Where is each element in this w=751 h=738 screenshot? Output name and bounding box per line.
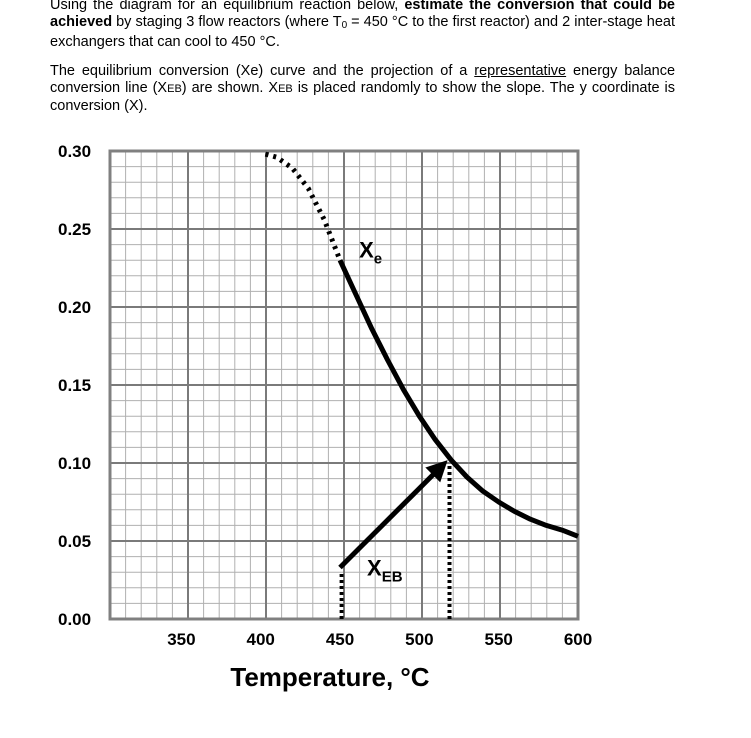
problem-text: by staging 3 flow reactors (where T [112, 14, 342, 30]
small-caps-text: EB [278, 83, 293, 95]
annotations: Xe XEB [359, 237, 403, 585]
chart-description: The equilibrium conversion (Xe) curve an… [50, 63, 675, 115]
x-tick-label: 500 [405, 630, 433, 649]
series-line-xe [337, 259, 579, 539]
x-tick-label: 400 [247, 630, 275, 649]
y-tick-label: 0.15 [58, 376, 91, 395]
series-annotation-label: XEB [367, 556, 403, 586]
series-line-xe-extrapolated [264, 151, 343, 262]
underlined-text: representative [474, 63, 567, 79]
y-tick-label: 0.10 [58, 454, 91, 473]
x-tick-labels: 350 400 450 500 550 600 [167, 630, 592, 649]
description-text: energy balance conversion line (X [50, 63, 676, 96]
x-tick-label: 600 [564, 630, 592, 649]
small-caps-text: EB [167, 83, 182, 95]
problem-statement: Using the diagram for an equilibrium rea… [50, 0, 675, 51]
y-tick-label: 0.05 [58, 532, 91, 551]
y-tick-labels: 0.00 0.05 0.10 0.15 0.20 0.25 0.30 [58, 142, 91, 629]
plot-frame [108, 149, 580, 621]
problem-text: = 450 °C to the first reactor) and 2 int… [50, 14, 676, 50]
x-axis-label: Temperature, °C [230, 662, 429, 692]
problem-text: Using the diagram for an equilibrium rea… [50, 0, 405, 13]
y-tick-label: 0.20 [58, 298, 91, 317]
major-grid [109, 150, 579, 620]
series-layer [264, 151, 579, 619]
description-text: ) are shown. X [181, 80, 279, 96]
series-annotation-label: Xe [359, 237, 382, 267]
y-tick-label: 0.00 [58, 610, 91, 629]
x-tick-label: 350 [167, 630, 195, 649]
x-tick-label: 550 [484, 630, 512, 649]
description-text: The equilibrium conversion (Xe) curve an… [50, 63, 475, 79]
y-tick-label: 0.30 [58, 142, 91, 161]
description-text: is placed randomly to show the slope. Th… [50, 80, 676, 114]
x-tick-label: 450 [326, 630, 354, 649]
series-arrow-xeb [338, 460, 448, 570]
subscript: 0 [341, 20, 348, 31]
y-tick-label: 0.25 [58, 220, 91, 239]
problem-bold-text: estimate the conversion that could be ac… [50, 0, 675, 30]
